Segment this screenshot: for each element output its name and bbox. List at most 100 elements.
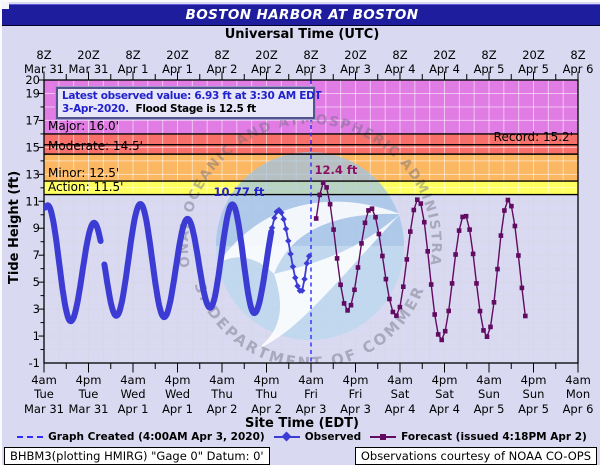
title-bar: BOSTON HARBOR AT BOSTON — [2, 4, 600, 26]
svg-text:4pm: 4pm — [254, 373, 280, 387]
legend-graph-created: Graph Created (4:00AM Apr 3, 2020) — [17, 431, 265, 443]
svg-text:Apr 3: Apr 3 — [296, 62, 327, 76]
svg-text:8Z: 8Z — [303, 48, 318, 62]
svg-text:20Z: 20Z — [166, 48, 189, 62]
moderate-flood-label: Moderate: 14.5' — [48, 139, 143, 153]
minor-flood-label: Minor: 12.5' — [48, 166, 120, 180]
observations-credit-box: Observations courtesy of NOAA CO-OPS — [354, 447, 597, 465]
svg-text:Apr 4: Apr 4 — [385, 402, 416, 416]
svg-text:4am: 4am — [387, 373, 413, 387]
svg-text:Mar 31: Mar 31 — [24, 62, 64, 76]
svg-text:4am: 4am — [298, 373, 324, 387]
chart-legend: Graph Created (4:00AM Apr 3, 2020) Obser… — [2, 431, 600, 443]
svg-text:Mar 31: Mar 31 — [69, 402, 109, 416]
svg-text:Tue: Tue — [33, 387, 54, 401]
svg-text:5: 5 — [33, 275, 40, 289]
svg-text:Apr 3: Apr 3 — [296, 402, 327, 416]
svg-text:Apr 1: Apr 1 — [162, 62, 193, 76]
svg-text:Apr 5: Apr 5 — [518, 402, 549, 416]
forecast-swatch-icon — [370, 433, 397, 442]
svg-text:20Z: 20Z — [255, 48, 278, 62]
svg-text:8Z: 8Z — [481, 48, 496, 62]
svg-text:4am: 4am — [476, 373, 502, 387]
gage-datum-box: BHBM3(plotting HMIRG) "Gage 0" Datum: 0' — [4, 447, 270, 465]
svg-text:Apr 5: Apr 5 — [518, 62, 549, 76]
svg-text:4pm: 4pm — [343, 373, 369, 387]
svg-text:4am: 4am — [209, 373, 235, 387]
svg-text:Apr 5: Apr 5 — [474, 62, 505, 76]
svg-text:20Z: 20Z — [433, 48, 456, 62]
legend-forecast: Forecast (issued 4:18PM Apr 2) — [370, 431, 587, 443]
noaa-seagull-icon — [218, 201, 400, 350]
utc-axis-title: Universal Time (UTC) — [224, 27, 380, 42]
svg-text:20Z: 20Z — [344, 48, 367, 62]
legend-observed: Observed — [273, 431, 361, 443]
svg-text:Tue: Tue — [78, 387, 99, 401]
svg-text:Thu: Thu — [210, 387, 233, 401]
svg-text:Apr 2: Apr 2 — [251, 62, 282, 76]
svg-text:4pm: 4pm — [165, 373, 191, 387]
svg-text:4pm: 4pm — [432, 373, 458, 387]
svg-text:Apr 4: Apr 4 — [429, 402, 460, 416]
svg-text:Mon: Mon — [566, 387, 590, 401]
svg-text:4am: 4am — [565, 373, 591, 387]
svg-text:Apr 2: Apr 2 — [207, 62, 238, 76]
svg-text:20Z: 20Z — [77, 48, 100, 62]
svg-text:Mar 31: Mar 31 — [24, 402, 64, 416]
svg-text:Sat: Sat — [391, 387, 410, 401]
svg-text:4pm: 4pm — [521, 373, 547, 387]
latest-observed-annotation: Latest observed value: 6.93 ft at 3:30 A… — [55, 86, 322, 120]
observed-swatch-icon — [273, 431, 300, 442]
forecast-curve — [313, 180, 528, 343]
svg-text:Mar 31: Mar 31 — [69, 62, 109, 76]
annotation-value-line: Latest observed value: 6.93 ft at 3:30 A… — [62, 90, 322, 102]
svg-text:-1: -1 — [29, 356, 40, 370]
svg-text:8Z: 8Z — [214, 48, 229, 62]
svg-text:Fri: Fri — [304, 387, 318, 401]
svg-text:Apr 1: Apr 1 — [118, 62, 149, 76]
svg-text:11: 11 — [25, 194, 40, 208]
svg-text:Apr 1: Apr 1 — [118, 402, 149, 416]
axis-ticks — [38, 71, 579, 373]
page-title: BOSTON HARBOR AT BOSTON — [185, 7, 419, 23]
record-level-label: Record: 15.2' — [493, 130, 573, 144]
site-axis-title: Site Time (EDT) — [244, 416, 359, 431]
svg-text:20: 20 — [25, 73, 40, 87]
svg-text:13: 13 — [25, 167, 40, 181]
svg-text:Apr 3: Apr 3 — [340, 62, 371, 76]
observed-curve — [44, 201, 313, 325]
svg-text:4pm: 4pm — [76, 373, 102, 387]
svg-text:Sat: Sat — [435, 387, 454, 401]
annotation-flood-line: 3-Apr-2020. Flood Stage is 12.5 ft — [62, 103, 256, 115]
svg-text:Apr 6: Apr 6 — [563, 62, 594, 76]
svg-text:20Z: 20Z — [522, 48, 545, 62]
svg-text:Wed: Wed — [120, 387, 145, 401]
svg-text:Thu: Thu — [255, 387, 278, 401]
svg-text:Apr 2: Apr 2 — [207, 402, 238, 416]
svg-text:15: 15 — [25, 140, 40, 154]
svg-text:Apr 4: Apr 4 — [385, 62, 416, 76]
svg-text:Sun: Sun — [523, 387, 545, 401]
flood-stage-text: Flood Stage is 12.5 ft — [135, 103, 256, 115]
svg-text:8Z: 8Z — [36, 48, 51, 62]
svg-text:Apr 6: Apr 6 — [563, 402, 594, 416]
svg-text:4am: 4am — [120, 373, 146, 387]
svg-text:Apr 1: Apr 1 — [162, 402, 193, 416]
svg-text:9: 9 — [33, 221, 40, 235]
action-flood-label: Action: 11.5' — [48, 180, 124, 194]
svg-text:Sun: Sun — [478, 387, 500, 401]
svg-text:4am: 4am — [31, 373, 57, 387]
observed-peak-label: 10.77 ft — [213, 185, 265, 199]
corner-notch — [2, 2, 9, 9]
svg-text:Wed: Wed — [165, 387, 190, 401]
svg-text:Apr 3: Apr 3 — [340, 402, 371, 416]
svg-text:1: 1 — [33, 329, 40, 343]
svg-text:8Z: 8Z — [125, 48, 140, 62]
svg-text:17: 17 — [25, 113, 40, 127]
forecast-peak-label: 12.4 ft — [314, 163, 358, 177]
svg-text:Apr 4: Apr 4 — [429, 62, 460, 76]
svg-text:8Z: 8Z — [392, 48, 407, 62]
svg-text:8Z: 8Z — [570, 48, 585, 62]
